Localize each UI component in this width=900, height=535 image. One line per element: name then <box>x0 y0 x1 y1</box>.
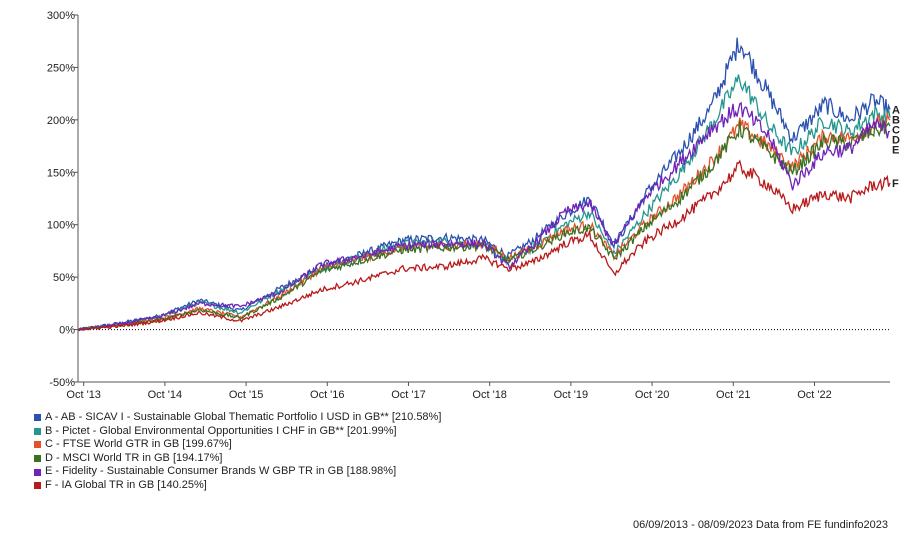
y-tick-label: 200% <box>47 115 75 127</box>
legend-swatch <box>34 441 41 449</box>
legend-item: D - MSCI World TR in GB [194.17%] <box>34 452 441 466</box>
footer-note: 06/09/2013 - 08/09/2023 Data from FE fun… <box>632 519 888 531</box>
x-tick-label: Oct '20 <box>635 389 670 400</box>
y-tick-label: 150% <box>47 167 75 179</box>
series-line-B <box>77 74 891 331</box>
series-line-C <box>77 113 891 332</box>
legend-label: A - AB - SICAV I - Sustainable Global Th… <box>45 411 442 423</box>
legend-item: B - Pictet - Global Environmental Opport… <box>34 425 441 439</box>
legend-item: C - FTSE World GTR in GB [199.67%] <box>34 438 441 452</box>
x-tick-label: Oct '21 <box>716 389 751 400</box>
x-tick-label: Oct '17 <box>391 389 426 400</box>
legend-item: A - AB - SICAV I - Sustainable Global Th… <box>34 411 441 425</box>
legend-swatch <box>34 468 41 476</box>
legend-label: F - IA Global TR in GB [140.25%] <box>45 478 207 491</box>
legend-item: F - IA Global TR in GB [140.25%] <box>34 479 441 493</box>
x-tick-label: Oct '15 <box>229 389 264 400</box>
legend-swatch <box>34 414 41 422</box>
series-end-label-B: B <box>892 114 900 126</box>
legend: A - AB - SICAV I - Sustainable Global Th… <box>34 411 441 493</box>
x-tick-label: Oct '18 <box>472 389 507 400</box>
legend-swatch <box>34 427 41 435</box>
series-end-label-E: E <box>892 144 899 156</box>
series-end-label-D: D <box>892 134 900 146</box>
y-tick-label: 250% <box>47 62 75 74</box>
series-lines <box>77 37 891 332</box>
legend-item: E - Fidelity - Sustainable Consumer Bran… <box>34 465 441 479</box>
series-line-D <box>77 119 891 331</box>
legend-label: D - MSCI World TR in GB [194.17%] <box>45 451 223 464</box>
series-end-label-C: C <box>892 124 900 136</box>
series-end-label-F: F <box>892 178 899 190</box>
legend-label: C - FTSE World GTR in GB [199.67%] <box>45 438 232 451</box>
series-line-F <box>77 159 891 331</box>
performance-chart: 300% 250% 200% 150% 100% 50% 0% -50%Oct '13 Oct … <box>47 10 900 400</box>
series-line-E <box>77 101 891 332</box>
y-tick-label: 300% <box>47 10 75 22</box>
y-tick-label: 100% <box>47 220 75 232</box>
series-end-label-A: A <box>892 104 900 116</box>
legend-swatch <box>34 455 41 463</box>
legend-swatch <box>34 482 41 490</box>
axes: 300% 250% 200% 150% 100% 50% 0% -50%Oct '13 Oct … <box>47 10 890 400</box>
y-tick-label: 50% <box>53 272 75 284</box>
y-tick-label: -50% <box>49 377 75 389</box>
legend-label: E - Fidelity - Sustainable Consumer Bran… <box>45 465 397 478</box>
x-tick-label: Oct '13 <box>66 389 101 400</box>
x-tick-label: Oct '14 <box>148 389 183 400</box>
x-tick-label: Oct '16 <box>310 389 345 400</box>
y-tick-label: 0% <box>59 325 75 337</box>
x-tick-label: Oct '19 <box>554 389 589 400</box>
x-tick-label: Oct '22 <box>797 389 832 400</box>
legend-label: B - Pictet - Global Environmental Opport… <box>45 424 397 437</box>
